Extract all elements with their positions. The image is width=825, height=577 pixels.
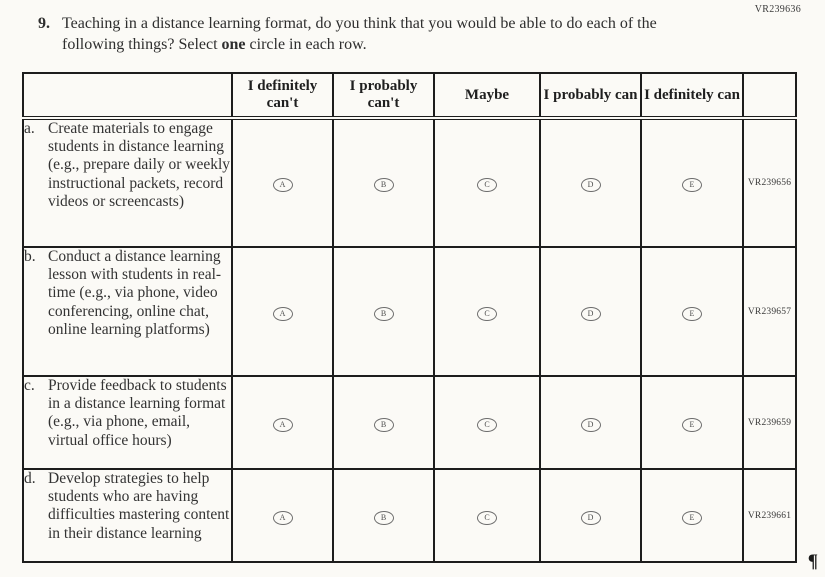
row-b-option-c-cell: C xyxy=(433,246,541,377)
table-row-a: a. Create materials to engage students i… xyxy=(22,117,797,248)
row-d-option-e-circle[interactable]: E xyxy=(682,510,702,525)
question-bold-word: one xyxy=(221,36,246,53)
header-maybe: Maybe xyxy=(433,72,541,120)
header-empty-item xyxy=(22,72,233,120)
row-a-option-b-cell: B xyxy=(332,117,435,248)
item-c-text: Provide feedback to students in a distan… xyxy=(48,377,227,449)
row-d-option-a-cell: A xyxy=(231,468,334,563)
row-c-option-a-circle[interactable]: A xyxy=(272,417,293,432)
row-a-option-c-cell: C xyxy=(433,117,541,248)
row-a-option-d-cell: D xyxy=(539,117,642,248)
item-d-text-cell: d. Develop strategies to help students w… xyxy=(22,468,233,563)
row-c-option-b-cell: B xyxy=(332,375,435,470)
response-grid: I definitely can't I probably can't Mayb… xyxy=(22,72,797,563)
row-d-option-e-cell: E xyxy=(640,468,744,563)
header-row: I definitely can't I probably can't Mayb… xyxy=(22,72,797,120)
item-b-text-cell: b. Conduct a distance learning lesson wi… xyxy=(22,246,233,377)
row-b-option-b-circle[interactable]: B xyxy=(373,306,394,321)
row-c-code: VR239659 xyxy=(742,375,797,470)
row-a-option-a-cell: A xyxy=(231,117,334,248)
row-a-option-b-circle[interactable]: B xyxy=(373,178,394,192)
row-c-option-e-cell: E xyxy=(640,375,744,470)
row-b-option-a-cell: A xyxy=(231,246,334,377)
row-a-option-c-circle[interactable]: C xyxy=(477,178,497,192)
row-b-option-b-cell: B xyxy=(332,246,435,377)
item-a-text-cell: a. Create materials to engage students i… xyxy=(22,117,233,248)
row-c-option-b-circle[interactable]: B xyxy=(373,417,394,432)
header-probably-can: I probably can xyxy=(539,72,642,120)
header-definitely-can: I definitely can xyxy=(640,72,744,120)
question-text-start: Teaching in a distance learning format, … xyxy=(62,15,657,53)
row-b-code: VR239657 xyxy=(742,246,797,377)
item-c-text-cell: c. Provide feedback to students in a dis… xyxy=(22,375,233,470)
header-probably-cant: I probably can't xyxy=(332,72,435,120)
item-d-text: Develop strategies to help students who … xyxy=(48,470,230,542)
row-c-option-d-circle[interactable]: D xyxy=(580,417,601,432)
page-reference-code: VR239636 xyxy=(754,4,801,15)
row-b-option-d-cell: D xyxy=(539,246,642,377)
row-a-option-d-circle[interactable]: D xyxy=(580,178,601,192)
row-d-option-d-circle[interactable]: D xyxy=(580,510,601,525)
row-c-option-e-circle[interactable]: E xyxy=(682,417,702,432)
item-a-text: Create materials to engage students in d… xyxy=(48,120,231,210)
row-d-option-c-circle[interactable]: C xyxy=(477,510,497,525)
item-a-letter: a. xyxy=(24,120,35,137)
row-b-option-d-circle[interactable]: D xyxy=(580,306,601,321)
row-b-option-e-circle[interactable]: E xyxy=(682,306,702,321)
header-definitely-cant: I definitely can't xyxy=(231,72,334,120)
row-d-option-d-cell: D xyxy=(539,468,642,563)
question-number: 9. xyxy=(38,15,50,32)
item-b-letter: b. xyxy=(24,248,36,265)
row-d-option-b-cell: B xyxy=(332,468,435,563)
row-b-option-c-circle[interactable]: C xyxy=(477,306,497,321)
question-block: 9. Teaching in a distance learning forma… xyxy=(38,13,703,55)
row-a-option-e-cell: E xyxy=(640,117,744,248)
row-a-option-a-circle[interactable]: A xyxy=(272,178,293,192)
row-d-option-c-cell: C xyxy=(433,468,541,563)
header-empty-code xyxy=(742,72,797,120)
row-d-option-b-circle[interactable]: B xyxy=(373,510,394,525)
table-row-b: b. Conduct a distance learning lesson wi… xyxy=(22,246,797,377)
row-d-code: VR239661 xyxy=(742,468,797,563)
row-c-option-c-circle[interactable]: C xyxy=(477,417,497,432)
question-text-end: circle in each row. xyxy=(245,36,367,53)
row-d-option-a-circle[interactable]: A xyxy=(272,510,293,525)
item-c-letter: c. xyxy=(24,377,35,394)
row-c-option-c-cell: C xyxy=(433,375,541,470)
row-a-option-e-circle[interactable]: E xyxy=(682,178,702,192)
item-d-letter: d. xyxy=(24,470,36,487)
table-row-d: d. Develop strategies to help students w… xyxy=(22,468,797,563)
item-b-text: Conduct a distance learning lesson with … xyxy=(48,248,222,338)
row-b-option-e-cell: E xyxy=(640,246,744,377)
row-c-option-a-cell: A xyxy=(231,375,334,470)
row-a-code: VR239656 xyxy=(742,117,797,248)
pilcrow-mark: ¶ xyxy=(807,551,818,572)
table-row-c: c. Provide feedback to students in a dis… xyxy=(22,375,797,470)
row-c-option-d-cell: D xyxy=(539,375,642,470)
question-text: Teaching in a distance learning format, … xyxy=(62,13,703,55)
row-b-option-a-circle[interactable]: A xyxy=(272,306,293,321)
